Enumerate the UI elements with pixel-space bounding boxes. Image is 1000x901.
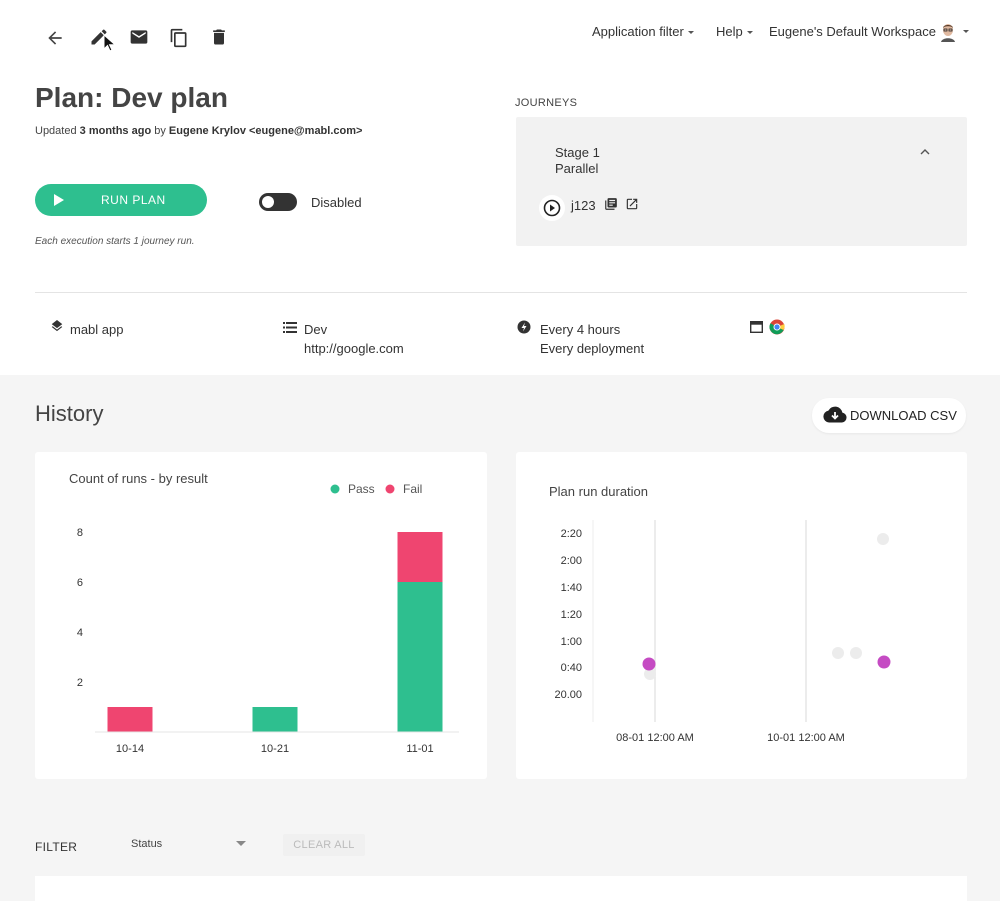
x-tick-label: 10-01 12:00 AM [767,732,845,744]
chart-title: Plan run duration [549,484,649,499]
bar-pass[interactable] [397,582,443,732]
y-tick-label: 1:20 [561,609,582,621]
updated-user: Eugene Krylov <eugene@mabl.com> [168,125,363,137]
x-tick-label: 10-21 [261,743,289,755]
page-title: Plan: Dev plan [35,82,228,113]
journey-play-button[interactable] [539,195,565,221]
x-tick-label: 11-01 [406,743,433,755]
updated-info: Updated 3 months ago by Eugene Krylov <e… [35,125,362,137]
layers-icon [51,320,63,332]
chrome-icon [769,319,785,335]
trigger-info: Every 4 hours Every deployment [540,320,644,358]
status-select[interactable]: Status [131,838,246,850]
bar-pass[interactable] [252,707,298,732]
y-tick-label: 1:40 [561,582,582,594]
cursor-icon [103,34,117,52]
list-icon [283,322,297,333]
chart-title: Count of runs - by result [69,471,208,486]
journey-stage-card: Stage 1 Parallel j123 [516,117,967,246]
chevron-down-icon [746,31,753,35]
arrow-left-icon[interactable] [45,28,65,48]
pencil-icon[interactable] [89,27,109,47]
trigger-text: Every deployment [540,341,645,356]
application-name[interactable]: mabl app [70,322,124,337]
y-tick-label: 0:40 [561,662,582,674]
journey-name[interactable]: j123 [571,198,596,213]
run-point[interactable] [644,668,656,680]
bar-fail[interactable] [107,707,153,732]
schedule-text: Every 4 hours [540,322,621,337]
updated-time: 3 months ago [79,125,152,137]
legend-label[interactable]: Pass [348,482,375,496]
library-icon[interactable] [604,197,618,211]
environment-info[interactable]: Dev http://google.com [304,320,404,358]
enabled-toggle[interactable] [259,193,297,211]
y-tick-label: 4 [77,627,83,639]
application-filter-label: Application filter [592,24,684,39]
run-point[interactable] [877,655,891,669]
updated-prefix: Updated [35,125,77,137]
copy-icon[interactable] [169,27,189,49]
journeys-heading: JOURNEYS [515,97,578,109]
stage-info: Stage 1 Parallel [555,145,600,177]
envelope-icon[interactable] [129,27,149,47]
chevron-up-icon[interactable] [920,148,930,156]
chevron-down-icon [236,841,246,846]
divider [35,292,967,293]
history-title: History [35,401,104,426]
duration-scatter-chart: 20.00 0:40 1:00 1:20 1:40 2:00 2:20 08-01 12:0… [554,520,891,744]
environment-url: http://google.com [304,341,404,356]
bar-fail[interactable] [397,532,443,582]
stage-mode: Parallel [555,161,599,176]
external-link-icon[interactable] [625,197,639,211]
y-tick-label: 2:20 [561,528,582,540]
legend-marker [385,484,395,494]
toggle-knob [262,196,274,208]
play-circle-icon [543,199,561,217]
workspace-menu[interactable]: Eugene's Default Workspace [769,24,936,39]
clear-all-button[interactable]: CLEAR ALL [283,834,365,856]
filter-label: FILTER [35,840,78,854]
runs-table-card [35,876,967,901]
y-tick-label: 1:00 [561,636,582,648]
help-menu[interactable]: Help [716,24,753,39]
stage-name: Stage 1 [555,145,600,160]
download-csv-button[interactable]: DOWNLOAD CSV [812,398,966,433]
y-tick-label: 8 [77,527,83,539]
y-tick-label: 20.00 [554,689,582,701]
y-tick-label: 2:00 [561,555,582,567]
cloud-download-icon [823,406,847,423]
y-tick-label: 6 [77,577,83,589]
browser-window-icon [750,321,763,333]
plan-run-duration-card: Plan run duration 20.00 0:40 1:00 1:20 1:40 2… [516,452,967,779]
trash-icon[interactable] [209,27,229,47]
chevron-down-icon [687,31,694,35]
avatar[interactable] [939,22,957,42]
application-filter-menu[interactable]: Application filter [592,24,694,39]
run-plan-button[interactable]: RUN PLAN [35,184,207,216]
run-point[interactable] [877,533,889,545]
runs-by-result-card: Count of runs - by result Pass Fail 2 4 6 8 … [35,452,487,779]
run-point[interactable] [850,647,862,659]
updated-by: by [154,125,166,137]
run-point[interactable] [832,647,844,659]
run-point[interactable] [642,657,656,671]
run-plan-label: RUN PLAN [101,193,166,207]
download-csv-label: DOWNLOAD CSV [850,408,957,423]
help-label: Help [716,24,743,39]
chevron-down-icon[interactable] [963,30,969,33]
environment-name: Dev [304,322,328,337]
x-tick-label: 08-01 12:00 AM [616,732,694,744]
toggle-label: Disabled [311,195,362,210]
legend-marker [330,484,340,494]
bolt-icon [517,320,531,334]
legend-label[interactable]: Fail [403,482,422,496]
runs-bar-chart: Pass Fail 2 4 6 8 10-14 10-21 11-01 [77,482,459,755]
y-tick-label: 2 [77,677,83,689]
play-icon [54,194,64,206]
workspace-label: Eugene's Default Workspace [769,24,937,39]
execution-note: Each execution starts 1 journey run. [35,236,195,247]
x-tick-label: 10-14 [116,743,144,755]
status-select-label: Status [131,838,163,850]
